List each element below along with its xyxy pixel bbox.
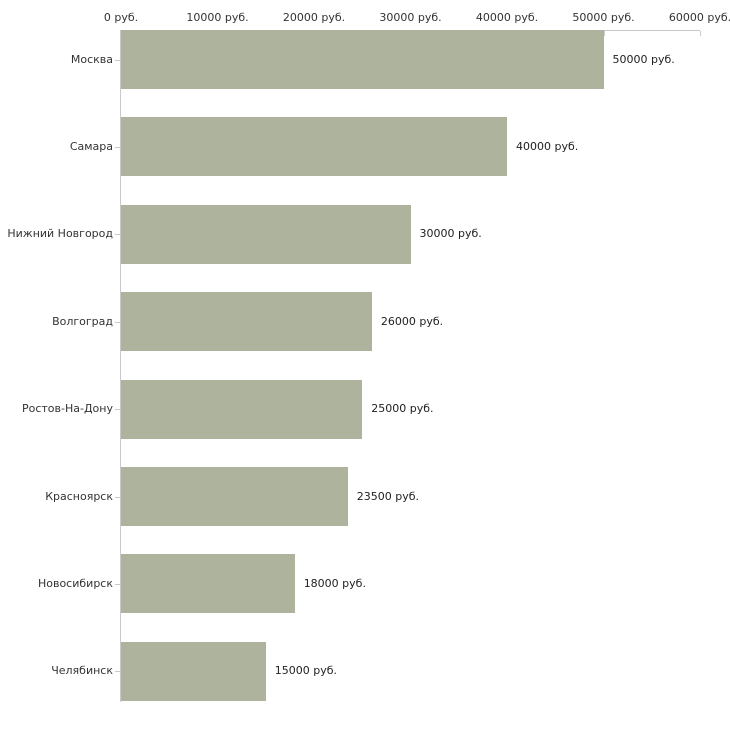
bar-2	[121, 117, 507, 177]
bar-3	[121, 204, 411, 264]
y-axis-tick	[115, 584, 120, 585]
bar-1	[121, 30, 604, 89]
category-label: Красноярск	[45, 489, 113, 503]
y-axis-tick	[115, 147, 120, 148]
x-axis-tick-label: 10000 руб.	[186, 11, 249, 24]
y-axis-tick	[115, 671, 120, 672]
category-label: Нижний Новгород	[7, 227, 113, 241]
bar-7	[121, 554, 295, 614]
value-label: 15000 руб.	[274, 664, 338, 678]
bar-6	[121, 467, 348, 526]
value-label: 18000 руб.	[303, 576, 366, 590]
bar-8	[121, 641, 266, 701]
bar-5	[121, 379, 363, 439]
x-axis-tick-label: 20000 руб.	[282, 11, 346, 24]
y-axis-tick	[115, 497, 120, 498]
bar-4	[121, 292, 372, 352]
y-axis-tick	[115, 60, 120, 61]
y-axis-tick	[115, 234, 120, 235]
value-label: 40000 руб.	[516, 139, 579, 153]
value-label: 23500 руб.	[356, 489, 420, 503]
category-label: Волгоград	[52, 314, 113, 328]
y-axis-tick	[115, 322, 120, 323]
x-axis-tick	[700, 31, 701, 36]
x-axis-tick	[604, 31, 605, 36]
category-label: Новосибирск	[37, 576, 113, 590]
category-label: Самара	[69, 139, 113, 153]
value-label: 26000 руб.	[380, 314, 444, 328]
x-axis-tick-label: 50000 руб.	[572, 11, 635, 24]
category-label: Ростов-На-Дону	[21, 402, 113, 416]
y-axis-line	[120, 30, 121, 702]
x-axis-tick-label: 40000 руб.	[475, 11, 539, 24]
x-axis-tick-label: 60000 руб.	[668, 11, 730, 24]
x-axis-tick-label: 30000 руб.	[379, 11, 442, 24]
value-label: 25000 руб.	[371, 402, 434, 416]
category-label: Москва	[70, 52, 113, 66]
y-axis-tick	[115, 409, 120, 410]
x-axis-tick-label: 0 руб.	[103, 11, 139, 24]
value-label: 50000 руб.	[612, 52, 675, 66]
category-label: Челябинск	[51, 664, 113, 678]
value-label: 30000 руб.	[419, 227, 482, 241]
